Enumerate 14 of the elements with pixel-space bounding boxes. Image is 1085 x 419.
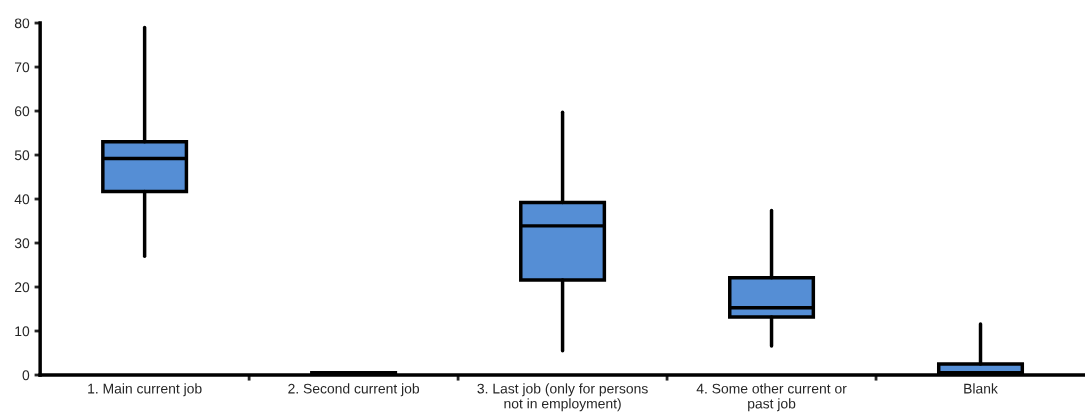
- x-tick-label: 3. Last job (only for persons not in employment): [477, 383, 648, 412]
- y-tick-label: 60: [14, 106, 30, 117]
- y-tick-label: 10: [15, 326, 30, 337]
- y-tick-label: 50: [14, 150, 30, 161]
- x-tick-label: 2. Second current job: [288, 383, 420, 397]
- x-tick-label: 4. Some other current or past job: [696, 383, 847, 412]
- y-tick-label: 20: [14, 282, 30, 293]
- y-tick-label: 70: [14, 62, 30, 73]
- x-tick-label: 1. Main current job: [88, 383, 202, 397]
- y-tick-label: 40: [14, 194, 30, 205]
- y-tick-label: 80: [14, 18, 30, 29]
- x-tick-label: Blank: [964, 383, 998, 394]
- y-tick-label: 30: [14, 238, 30, 249]
- y-tick-label: 0: [22, 370, 30, 381]
